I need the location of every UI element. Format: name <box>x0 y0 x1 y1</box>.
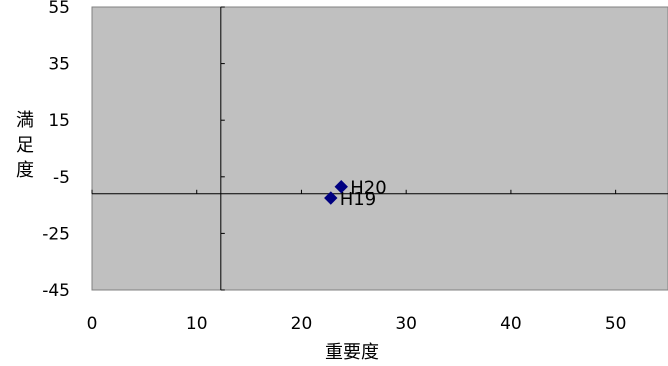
data-point-label: H19 <box>340 189 376 210</box>
y-tick-label: -45 <box>42 281 70 301</box>
x-tick-label: 50 <box>605 314 627 334</box>
x-tick-label: 10 <box>186 314 208 334</box>
x-tick-label: 20 <box>291 314 313 334</box>
y-tick-label: -5 <box>53 168 70 188</box>
x-tick-label: 0 <box>87 314 98 334</box>
x-tick-label: 40 <box>500 314 522 334</box>
reference-lines <box>92 7 668 290</box>
x-axis-title: 重要度 <box>325 342 379 363</box>
y-axis-ticks: 55 35 15 -5 -25 -45 <box>42 0 225 301</box>
data-point-marker <box>334 179 348 194</box>
y-tick-label: 15 <box>48 111 70 131</box>
x-axis-ticks: 0 10 20 30 40 50 <box>87 189 627 334</box>
y-tick-label: -25 <box>42 224 70 244</box>
data-point-label: H20 <box>350 178 386 199</box>
y-axis-title: 満足度 <box>16 110 34 181</box>
plot-area <box>91 6 668 291</box>
data-point-marker <box>324 191 338 205</box>
y-tick-label: 35 <box>48 55 70 75</box>
x-tick-label: 30 <box>395 314 417 334</box>
y-tick-label: 55 <box>48 0 70 18</box>
